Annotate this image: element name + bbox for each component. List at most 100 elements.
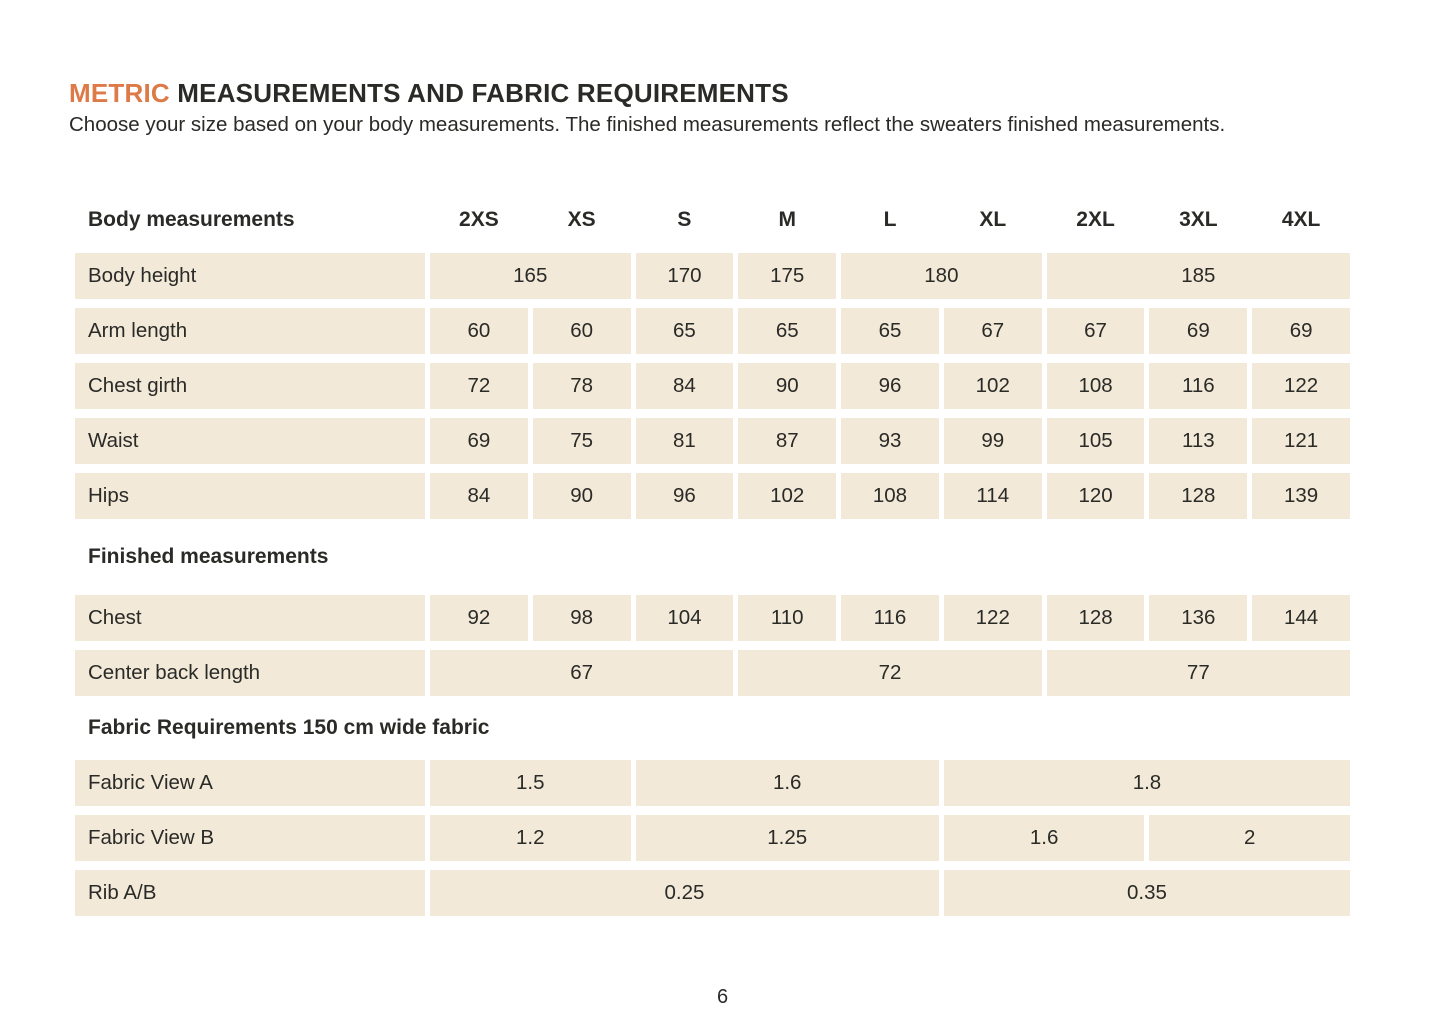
table-header-row: Body measurements 2XS XS S M L XL 2XL 3X… xyxy=(75,196,1350,244)
table-cell: 1.25 xyxy=(635,815,939,861)
table-cell: 128 xyxy=(1149,473,1248,519)
table-cell: 170 xyxy=(635,253,734,299)
table-row-waist: Waist 69 75 81 87 93 99 105 113 121 xyxy=(75,418,1350,464)
row-label: Hips xyxy=(75,473,425,519)
table-cell: 104 xyxy=(635,595,734,641)
row-label: Arm length xyxy=(75,308,425,354)
table-cell: 120 xyxy=(1046,473,1145,519)
table-cell: 92 xyxy=(430,595,528,641)
table-cell: 108 xyxy=(1046,363,1145,409)
table-cell: 105 xyxy=(1046,418,1145,464)
row-label: Fabric View A xyxy=(75,760,425,806)
size-header-xs: XS xyxy=(567,208,596,231)
table-cell: 77 xyxy=(1046,650,1350,696)
section-title: Finished measurements xyxy=(88,545,329,568)
table-cell: 98 xyxy=(532,595,631,641)
table-cell: 121 xyxy=(1252,418,1350,464)
table-cell: 185 xyxy=(1046,253,1350,299)
table-cell: 84 xyxy=(635,363,734,409)
table-cell: 110 xyxy=(738,595,837,641)
table-cell: 96 xyxy=(841,363,939,409)
table-row-chest-girth: Chest girth 72 78 84 90 96 102 108 116 1… xyxy=(75,363,1350,409)
intro-text: Choose your size based on your body meas… xyxy=(69,113,1226,136)
table-cell: 128 xyxy=(1046,595,1145,641)
table-cell: 90 xyxy=(532,473,631,519)
table-cell: 139 xyxy=(1252,473,1350,519)
table-cell: 96 xyxy=(635,473,734,519)
table-cell: 87 xyxy=(738,418,837,464)
row-label: Body height xyxy=(75,253,425,299)
table-cell: 116 xyxy=(1149,363,1248,409)
table-cell: 69 xyxy=(1149,308,1248,354)
table-cell: 65 xyxy=(841,308,939,354)
table-cell: 67 xyxy=(430,650,734,696)
page-number: 6 xyxy=(716,986,729,1008)
table-row-center-back-length: Center back length 67 72 77 xyxy=(75,650,1350,696)
section-header-fabric: Fabric Requirements 150 cm wide fabric xyxy=(75,705,1350,751)
table-cell: 122 xyxy=(943,595,1042,641)
table-cell: 113 xyxy=(1149,418,1248,464)
table-cell: 72 xyxy=(430,363,528,409)
size-header-4xl: 4XL xyxy=(1281,208,1321,231)
table-cell: 72 xyxy=(738,650,1042,696)
table-row-fabric-view-a: Fabric View A 1.5 1.6 1.8 xyxy=(75,760,1350,806)
table-cell: 108 xyxy=(841,473,939,519)
sizing-table: Body measurements 2XS XS S M L XL 2XL 3X… xyxy=(75,196,1350,925)
size-header-xl: XL xyxy=(979,208,1007,231)
table-cell: 99 xyxy=(943,418,1042,464)
table-row-rib-ab: Rib A/B 0.25 0.35 xyxy=(75,870,1350,916)
table-cell: 1.6 xyxy=(943,815,1145,861)
table-cell: 67 xyxy=(1046,308,1145,354)
table-cell: 93 xyxy=(841,418,939,464)
table-row-arm-length: Arm length 60 60 65 65 65 67 67 69 69 xyxy=(75,308,1350,354)
table-cell: 180 xyxy=(841,253,1042,299)
size-header-2xs: 2XS xyxy=(459,208,499,231)
table-cell: 136 xyxy=(1149,595,1248,641)
table-cell: 65 xyxy=(738,308,837,354)
row-label: Waist xyxy=(75,418,425,464)
table-cell: 65 xyxy=(635,308,734,354)
table-cell: 0.35 xyxy=(943,870,1350,916)
table-cell: 175 xyxy=(738,253,837,299)
table-cell: 116 xyxy=(841,595,939,641)
row-label: Fabric View B xyxy=(75,815,425,861)
section-header-finished: Finished measurements xyxy=(75,528,1350,586)
table-row-body-height: Body height 165 170 175 180 185 xyxy=(75,253,1350,299)
table-cell: 78 xyxy=(532,363,631,409)
page-title-rest: MEASUREMENTS AND FABRIC REQUIREMENTS xyxy=(177,78,789,108)
row-label: Rib A/B xyxy=(75,870,425,916)
size-header-s: S xyxy=(677,208,692,231)
table-cell: 67 xyxy=(943,308,1042,354)
table-cell: 122 xyxy=(1252,363,1350,409)
table-cell: 102 xyxy=(943,363,1042,409)
table-cell: 114 xyxy=(943,473,1042,519)
table-cell: 84 xyxy=(430,473,528,519)
table-cell: 69 xyxy=(430,418,528,464)
table-row-hips: Hips 84 90 96 102 108 114 120 128 139 xyxy=(75,473,1350,519)
table-cell: 102 xyxy=(738,473,837,519)
table-cell: 90 xyxy=(738,363,837,409)
row-label: Center back length xyxy=(75,650,425,696)
table-cell: 75 xyxy=(532,418,631,464)
table-cell: 81 xyxy=(635,418,734,464)
table-cell: 1.5 xyxy=(430,760,631,806)
table-row-fabric-view-b: Fabric View B 1.2 1.25 1.6 2 xyxy=(75,815,1350,861)
table-cell: 60 xyxy=(430,308,528,354)
row-label: Chest xyxy=(75,595,425,641)
size-header-3xl: 3XL xyxy=(1179,208,1218,231)
table-cell: 2 xyxy=(1149,815,1350,861)
page-title: METRIC MEASUREMENTS AND FABRIC REQUIREME… xyxy=(69,78,789,109)
table-cell: 0.25 xyxy=(430,870,939,916)
table-cell: 69 xyxy=(1252,308,1350,354)
table-cell: 1.2 xyxy=(430,815,631,861)
page-title-accent: METRIC xyxy=(69,78,170,108)
table-cell: 165 xyxy=(430,253,631,299)
table-cell: 60 xyxy=(532,308,631,354)
table-cell: 1.6 xyxy=(635,760,939,806)
table-cell: 144 xyxy=(1252,595,1350,641)
column-header-body-measurements: Body measurements xyxy=(88,208,295,231)
size-header-m: M xyxy=(778,208,796,231)
section-title: Fabric Requirements 150 cm wide fabric xyxy=(88,716,490,739)
table-row-finished-chest: Chest 92 98 104 110 116 122 128 136 144 xyxy=(75,595,1350,641)
